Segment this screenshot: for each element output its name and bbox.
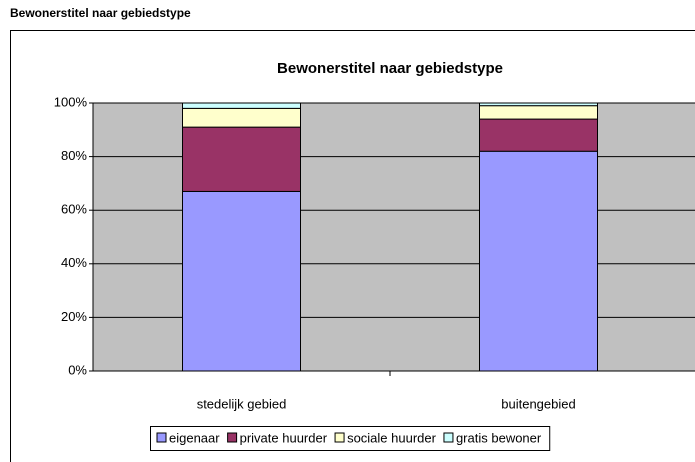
legend-label: sociale huurder xyxy=(347,430,437,445)
caption: Bewonerstitel naar gebiedstype xyxy=(10,6,191,20)
bar-segment xyxy=(479,118,598,152)
legend-label: eigenaar xyxy=(169,430,220,445)
y-tick-label: 100% xyxy=(54,94,88,109)
x-tick-label: stedelijk gebied xyxy=(197,396,287,411)
bar-segment xyxy=(479,102,598,107)
legend-box xyxy=(150,426,551,451)
bar-segment xyxy=(182,126,301,192)
bar-segment xyxy=(182,107,301,128)
bar-segment xyxy=(479,105,598,120)
legend-swatch xyxy=(227,432,238,443)
bar-segment xyxy=(182,102,301,109)
legend-swatch xyxy=(334,432,345,443)
legend-swatch xyxy=(443,432,454,443)
bar-segment xyxy=(182,190,301,372)
bar-segment xyxy=(479,150,598,372)
chart-title: Bewonerstitel naar gebiedstype xyxy=(277,60,503,77)
y-tick-label: 80% xyxy=(61,148,87,163)
y-tick-label: 0% xyxy=(68,362,87,377)
x-tick-label: buitengebied xyxy=(501,396,575,411)
y-tick-label: 60% xyxy=(61,202,87,217)
y-tick-label: 20% xyxy=(61,309,87,324)
legend-swatch xyxy=(156,432,167,443)
legend-label: gratis bewoner xyxy=(456,430,542,445)
y-tick-label: 40% xyxy=(61,255,87,270)
legend-label: private huurder xyxy=(240,430,328,445)
